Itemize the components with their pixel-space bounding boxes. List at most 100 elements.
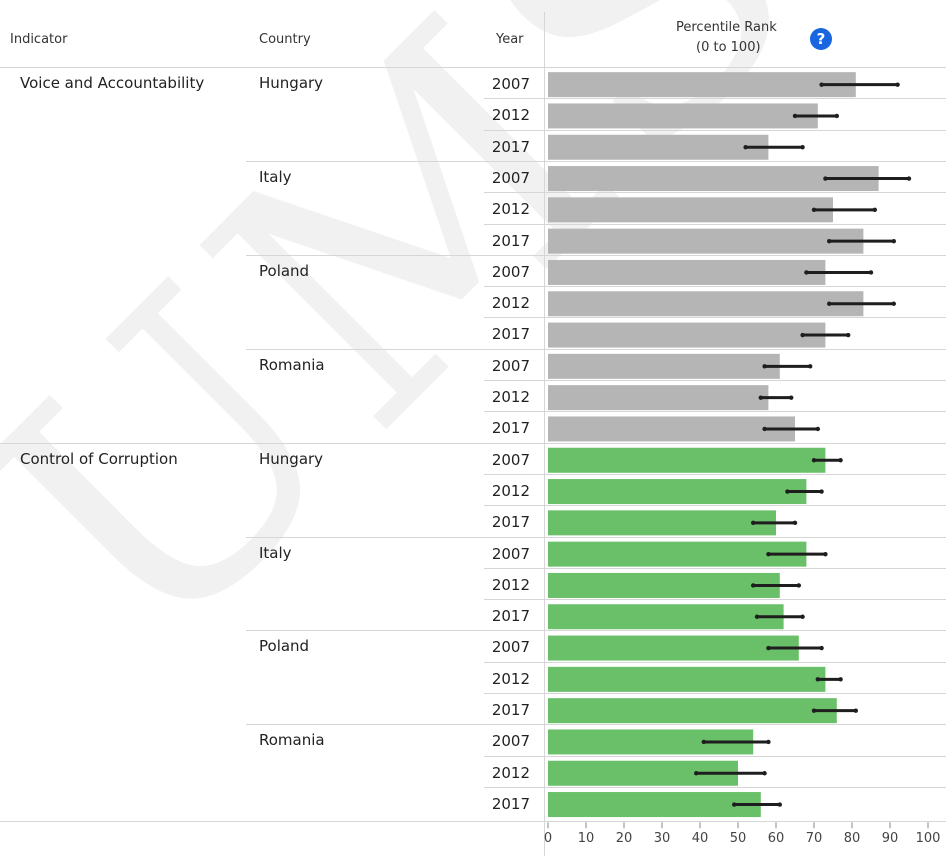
error-bar-low-cap — [754, 614, 760, 619]
row-separator — [484, 380, 946, 381]
error-bar-high-cap — [815, 426, 820, 432]
error-bar-high-cap — [891, 301, 896, 306]
error-bar-low-cap — [827, 238, 832, 244]
year-label: 2012 — [491, 388, 530, 406]
error-bar-high-cap — [762, 771, 767, 776]
error-bar-low-cap — [785, 489, 790, 494]
x-tick-label: 60 — [768, 831, 785, 846]
bar — [548, 447, 826, 473]
error-bar-low-cap — [792, 113, 798, 119]
error-bar-high-cap — [823, 551, 828, 557]
bar — [548, 510, 776, 536]
error-bar-low-cap — [804, 270, 809, 275]
error-bar-high-cap — [808, 364, 813, 369]
error-bar-high-cap — [819, 645, 824, 651]
error-bar-high-cap — [834, 113, 839, 119]
error-bar-high-cap — [868, 270, 874, 275]
x-tick-label: 0 — [544, 831, 552, 846]
bar — [548, 698, 837, 724]
x-tick-label: 100 — [916, 831, 941, 846]
bar — [548, 792, 761, 818]
row-separator — [484, 192, 946, 194]
x-tick-label: 90 — [882, 831, 899, 846]
row-separator — [484, 411, 946, 413]
x-tick-label: 10 — [578, 831, 595, 846]
error-bar-low-cap — [815, 677, 820, 682]
country-label: Poland — [259, 637, 310, 656]
bar — [548, 635, 799, 661]
indicator-label: Voice and Accountability — [20, 74, 205, 92]
error-bar-high-cap — [872, 207, 877, 213]
error-bar-high-cap — [853, 708, 858, 713]
row-separator — [484, 98, 946, 100]
year-label: 2012 — [491, 763, 530, 782]
error-bar-high-cap — [777, 802, 782, 807]
year-label: 2007 — [491, 544, 530, 563]
error-bar-low-cap — [762, 426, 767, 432]
country-label: Italy — [259, 167, 292, 186]
x-tick-label: 70 — [806, 831, 823, 846]
error-bar-low-cap — [758, 395, 763, 400]
country-label: Hungary — [259, 74, 324, 92]
error-bar-low-cap — [701, 739, 706, 745]
year-label: 2012 — [491, 481, 530, 500]
error-bar-low-cap — [811, 458, 817, 463]
indicator-column-header: Indicator — [10, 32, 68, 47]
error-bar-high-cap — [846, 332, 851, 338]
year-label: 2012 — [491, 200, 530, 219]
error-bar-low-cap — [751, 520, 756, 526]
year-label: 2007 — [491, 638, 530, 657]
error-bar-low-cap — [762, 364, 767, 369]
error-bar-low-cap — [766, 645, 771, 651]
bar — [548, 103, 818, 129]
year-label: 2007 — [491, 450, 530, 469]
year-label: 2012 — [491, 669, 530, 688]
bar — [548, 259, 826, 285]
row-separator — [484, 223, 946, 225]
error-bar-low-cap — [811, 708, 817, 713]
row-separator — [484, 661, 946, 663]
indicator-label: Control of Corruption — [20, 449, 178, 468]
year-column-header: Year — [496, 32, 524, 47]
row-separator — [484, 755, 946, 757]
bar — [548, 322, 826, 348]
bar — [548, 416, 795, 442]
error-bar-low-cap — [743, 145, 748, 150]
row-separator — [484, 567, 946, 569]
error-bar-low-cap — [811, 207, 817, 213]
header-bottom-border — [0, 67, 946, 68]
bar — [548, 604, 784, 630]
year-label: 2017 — [491, 701, 530, 719]
bar — [548, 72, 856, 98]
error-bar-high-cap — [895, 82, 900, 87]
country-label: Hungary — [259, 449, 324, 468]
year-label: 2007 — [491, 75, 530, 93]
help-icon[interactable]: ? — [810, 28, 832, 50]
x-tick-label: 40 — [692, 831, 709, 846]
year-label: 2017 — [491, 137, 530, 156]
bar — [548, 228, 864, 254]
year-label: 2017 — [491, 607, 530, 626]
bar — [548, 385, 769, 411]
bar — [548, 353, 780, 379]
row-separator — [484, 786, 946, 788]
year-label: 2007 — [491, 356, 530, 375]
error-bar-high-cap — [800, 614, 805, 619]
error-bar-low-cap — [732, 802, 737, 807]
rank-column-separator — [544, 12, 545, 856]
country-label: Poland — [259, 261, 310, 280]
x-tick-label: 30 — [654, 831, 671, 846]
percentile-rank-header-line1: Percentile Rank — [676, 20, 777, 35]
year-label: 2007 — [491, 732, 530, 751]
bar — [548, 541, 807, 567]
error-bar-low-cap — [751, 583, 756, 588]
percentile-rank-header-line2: (0 to 100) — [696, 40, 761, 55]
country-separator — [246, 724, 946, 726]
error-bar-high-cap — [906, 176, 912, 181]
error-bar-low-cap — [827, 301, 832, 306]
bar — [548, 572, 780, 598]
error-bar-high-cap — [891, 238, 896, 244]
year-label: 2012 — [491, 575, 530, 594]
bar — [548, 197, 833, 223]
